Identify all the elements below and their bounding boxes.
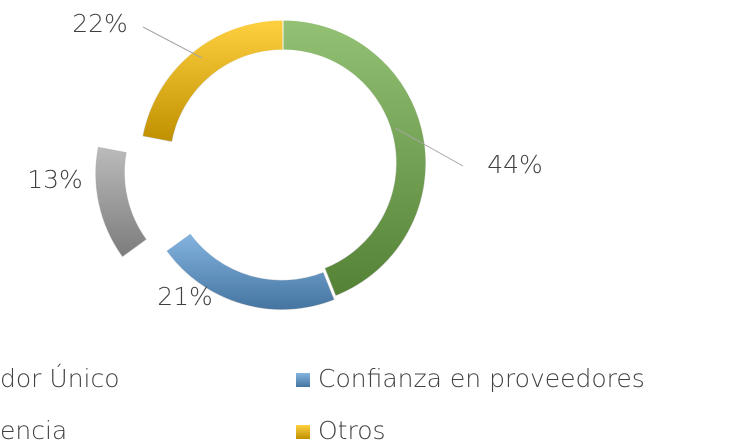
legend-marker-shade — [296, 373, 310, 387]
slice-shade — [95, 146, 147, 258]
slice-shade — [283, 20, 427, 296]
legend-label: Confianza en proveedores — [318, 364, 645, 393]
legend-label: dor Único — [0, 363, 120, 393]
data-label: 13% — [27, 165, 83, 194]
leader-line — [142, 26, 203, 59]
data-label: 21% — [157, 282, 213, 311]
data-label: 44% — [487, 150, 543, 179]
legend-label: encia — [0, 416, 67, 445]
legend-label: Otros — [318, 416, 386, 445]
slice-shade — [142, 20, 283, 142]
legend-marker-shade — [296, 425, 310, 439]
data-label: 22% — [72, 9, 128, 38]
slice-shade — [166, 233, 335, 310]
leader-line — [394, 127, 464, 167]
